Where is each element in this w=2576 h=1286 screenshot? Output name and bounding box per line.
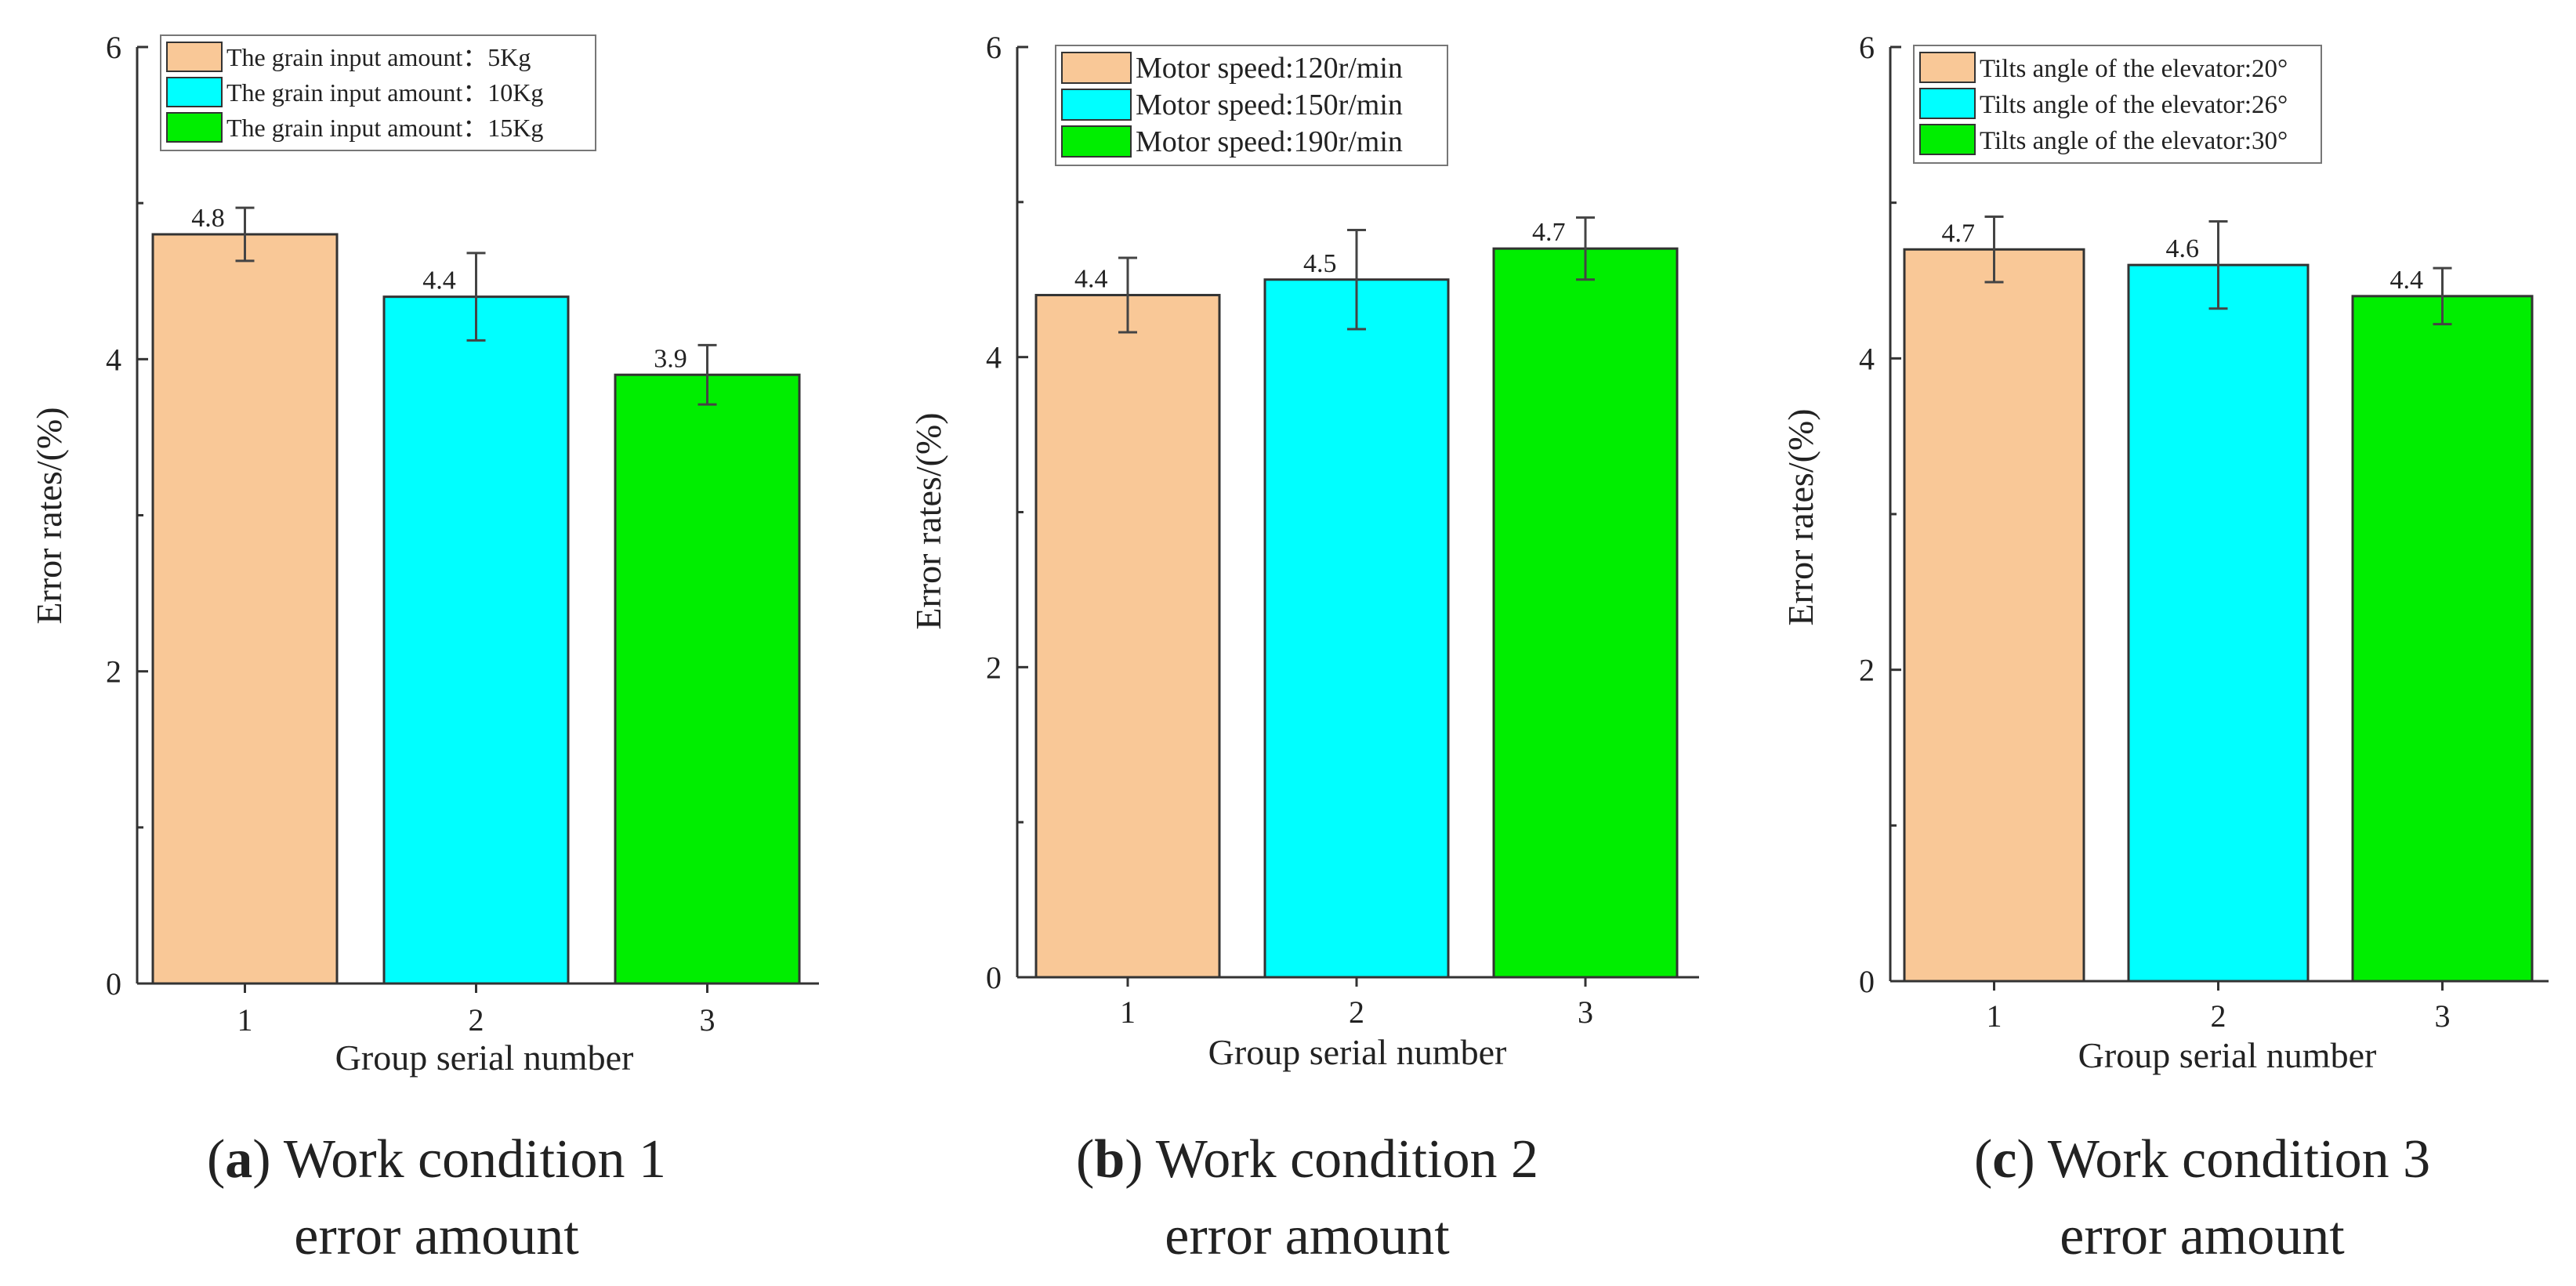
y-tick-label: 6 [106, 30, 121, 65]
chart-panel-3: 4.7 4.6 4.4 0 2 4 6 1 2 3 Group serial number Error… [1781, 30, 2549, 1266]
legend-label-2: Tilts angle of the elevator:26° [1980, 91, 2288, 119]
legend-swatch-1 [166, 42, 223, 72]
legend-label-2: Motor speed:150r/min [1136, 89, 1403, 121]
x-tick-label: 3 [700, 1002, 716, 1038]
x-tick-label: 1 [1987, 998, 2002, 1034]
y-tick-label: 2 [1859, 653, 1875, 688]
legend: Tilts angle of the elevator:20° Tilts ang… [1913, 45, 2322, 164]
bar-3 [2351, 295, 2534, 983]
legend-label-3: The grain input amount：15Kg [226, 114, 543, 142]
y-tick-label: 2 [986, 650, 1002, 685]
caption-open-paren: ( [207, 1129, 225, 1190]
data-label-2: 4.5 [1303, 249, 1337, 278]
data-label-2: 4.6 [2165, 234, 2199, 263]
caption-line-1: (b) Work condition 2 [1076, 1129, 1538, 1190]
x-tick-label: 3 [2435, 998, 2451, 1034]
x-tick-label: 3 [1578, 994, 1593, 1030]
legend-label-1: The grain input amount：5Kg [226, 43, 531, 71]
legend-label-1: Tilts angle of the elevator:20° [1980, 55, 2288, 83]
legend-swatch-3 [1061, 125, 1132, 158]
legend-box [160, 34, 596, 151]
bar-2 [382, 295, 570, 985]
data-label-3: 4.4 [2389, 266, 2423, 295]
x-axis-label: Group serial number [335, 1038, 634, 1078]
chart-panel-1: 4.8 4.4 3.9 0 2 4 6 1 2 3 Group serial number Error… [29, 30, 819, 1266]
legend-label-2: The grain input amount：10Kg [226, 78, 543, 107]
caption-letter: a [225, 1129, 252, 1190]
chart-panel-2: 4.4 4.5 4.7 0 2 4 6 1 2 3 Group serial number Error… [908, 30, 1699, 1266]
caption-text: ) Work condition 2 [1125, 1129, 1538, 1190]
y-tick-label: 4 [986, 340, 1002, 375]
legend: Motor speed:120r/min Motor speed:150r/min… [1055, 45, 1448, 166]
x-axis-label: Group serial number [2078, 1035, 2377, 1075]
bar-1 [151, 233, 339, 985]
caption-letter: c [1992, 1129, 2016, 1190]
caption-line-2: error amount [2060, 1206, 2345, 1266]
data-label-2: 4.4 [422, 266, 456, 295]
y-axis-label: Error rates/(%) [1781, 408, 1821, 625]
caption-line-1: (a) Work condition 1 [207, 1129, 666, 1190]
bar-3 [1492, 247, 1679, 979]
y-tick-label: 0 [106, 966, 121, 1002]
y-tick-label: 0 [986, 960, 1002, 995]
legend-swatch-1 [1919, 52, 1976, 83]
data-label-3: 4.7 [1532, 218, 1566, 247]
x-tick-label: 1 [237, 1002, 253, 1038]
x-tick-label: 2 [2211, 998, 2226, 1034]
bar-2 [1263, 278, 1450, 979]
bar-2 [2127, 263, 2310, 983]
x-axis-label: Group serial number [1208, 1032, 1507, 1072]
legend-swatch-2 [166, 77, 223, 107]
caption-letter: b [1094, 1129, 1125, 1190]
legend-swatch-3 [1919, 124, 1976, 155]
caption-text: ) Work condition 1 [252, 1129, 666, 1190]
legend-swatch-2 [1919, 88, 1976, 119]
legend-label-1: Motor speed:120r/min [1136, 52, 1403, 85]
bar-1 [1903, 248, 2085, 983]
legend-swatch-1 [1061, 52, 1132, 84]
y-tick-label: 4 [106, 342, 121, 377]
caption-line-2: error amount [294, 1206, 579, 1266]
y-tick-label: 4 [1859, 341, 1875, 376]
y-axis-label: Error rates/(%) [29, 407, 69, 624]
caption-open-paren: ( [1076, 1129, 1094, 1190]
data-label-1: 4.7 [1941, 219, 1975, 248]
legend-swatch-2 [1061, 89, 1132, 121]
caption-line-1: (c) Work condition 3 [1974, 1129, 2430, 1190]
y-tick-label: 6 [986, 30, 1002, 65]
y-tick-label: 2 [106, 654, 121, 690]
data-label-3: 3.9 [654, 344, 687, 373]
legend: The grain input amount：5Kg The grain inpu… [160, 34, 596, 151]
legend-swatch-3 [166, 112, 223, 143]
bar-3 [614, 373, 801, 985]
bar-1 [1034, 294, 1221, 979]
caption-line-2: error amount [1165, 1206, 1450, 1266]
x-tick-label: 2 [1349, 994, 1364, 1030]
x-tick-label: 1 [1120, 994, 1136, 1030]
legend-box [1913, 45, 2322, 164]
caption-open-paren: ( [1974, 1129, 1992, 1190]
x-tick-label: 2 [469, 1002, 484, 1038]
y-axis-label: Error rates/(%) [908, 412, 948, 629]
data-label-1: 4.8 [191, 204, 225, 233]
caption-text: ) Work condition 3 [2016, 1129, 2430, 1190]
legend-label-3: Tilts angle of the elevator:30° [1980, 127, 2288, 155]
y-tick-label: 0 [1859, 964, 1875, 999]
legend-label-3: Motor speed:190r/min [1136, 125, 1403, 158]
data-label-1: 4.4 [1074, 265, 1108, 294]
y-tick-label: 6 [1859, 30, 1875, 65]
